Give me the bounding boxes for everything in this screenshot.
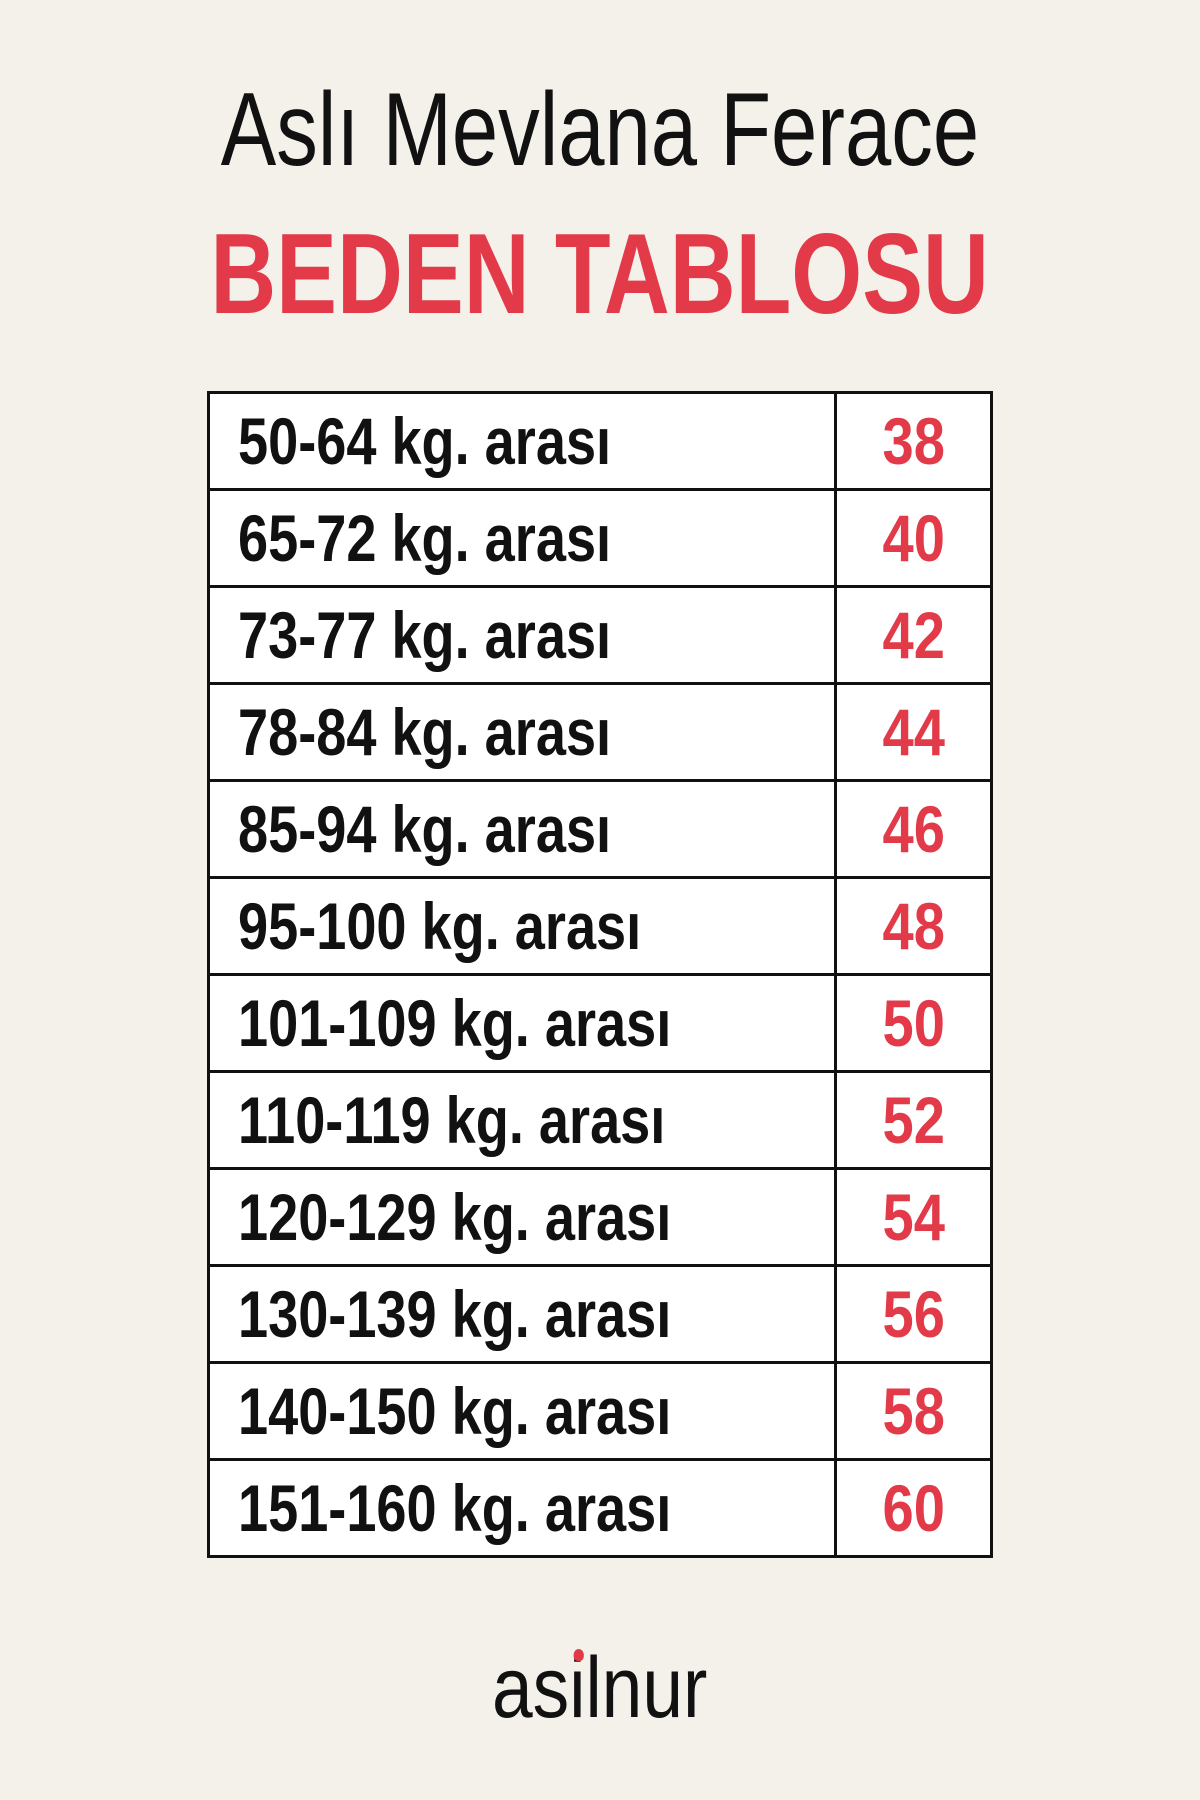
weight-range: 140-150 kg. arası bbox=[238, 1374, 672, 1448]
table-row: 151-160 kg. arası 60 bbox=[207, 1458, 993, 1558]
weight-range-cell: 65-72 kg. arası bbox=[207, 488, 837, 588]
weight-range-cell: 151-160 kg. arası bbox=[207, 1458, 837, 1558]
weight-range-cell: 73-77 kg. arası bbox=[207, 585, 837, 685]
weight-range-cell: 85-94 kg. arası bbox=[207, 779, 837, 879]
weight-range-cell: 110-119 kg. arası bbox=[207, 1070, 837, 1170]
weight-range-cell: 140-150 kg. arası bbox=[207, 1361, 837, 1461]
size-cell: 56 bbox=[834, 1264, 993, 1364]
weight-range: 73-77 kg. arası bbox=[238, 598, 612, 672]
table-row: 101-109 kg. arası 50 bbox=[207, 973, 993, 1073]
page-subtitle: BEDEN TABLOSU bbox=[210, 211, 990, 338]
weight-range-cell: 120-129 kg. arası bbox=[207, 1167, 837, 1267]
size-value: 56 bbox=[882, 1277, 945, 1351]
size-value: 52 bbox=[882, 1083, 945, 1157]
page-title: Aslı Mevlana Ferace bbox=[220, 72, 980, 188]
table-row: 85-94 kg. arası 46 bbox=[207, 779, 993, 879]
table-row: 73-77 kg. arası 42 bbox=[207, 585, 993, 685]
size-value: 40 bbox=[882, 501, 945, 575]
weight-range: 130-139 kg. arası bbox=[238, 1277, 672, 1351]
size-cell: 50 bbox=[834, 973, 993, 1073]
size-value: 46 bbox=[882, 792, 945, 866]
size-cell: 44 bbox=[834, 682, 993, 782]
weight-range: 120-129 kg. arası bbox=[238, 1180, 672, 1254]
weight-range-cell: 130-139 kg. arası bbox=[207, 1264, 837, 1364]
size-cell: 58 bbox=[834, 1361, 993, 1461]
table-row: 130-139 kg. arası 56 bbox=[207, 1264, 993, 1364]
table-row: 110-119 kg. arası 52 bbox=[207, 1070, 993, 1170]
size-value: 58 bbox=[882, 1374, 945, 1448]
size-value: 50 bbox=[882, 986, 945, 1060]
size-cell: 54 bbox=[834, 1167, 993, 1267]
weight-range-cell: 78-84 kg. arası bbox=[207, 682, 837, 782]
size-cell: 46 bbox=[834, 779, 993, 879]
weight-range: 101-109 kg. arası bbox=[238, 986, 672, 1060]
size-value: 42 bbox=[882, 598, 945, 672]
weight-range-cell: 50-64 kg. arası bbox=[207, 391, 837, 491]
table-row: 65-72 kg. arası 40 bbox=[207, 488, 993, 588]
table-row: 140-150 kg. arası 58 bbox=[207, 1361, 993, 1461]
weight-range-cell: 95-100 kg. arası bbox=[207, 876, 837, 976]
size-cell: 42 bbox=[834, 585, 993, 685]
weight-range: 95-100 kg. arası bbox=[238, 889, 642, 963]
weight-range: 78-84 kg. arası bbox=[238, 695, 612, 769]
brand-logo: asilnur bbox=[492, 1640, 708, 1736]
table-row: 120-129 kg. arası 54 bbox=[207, 1167, 993, 1267]
size-cell: 40 bbox=[834, 488, 993, 588]
weight-range: 110-119 kg. arası bbox=[238, 1083, 666, 1157]
weight-range: 50-64 kg. arası bbox=[238, 404, 612, 478]
table-row: 78-84 kg. arası 44 bbox=[207, 682, 993, 782]
table-row: 50-64 kg. arası 38 bbox=[207, 391, 993, 491]
weight-range-cell: 101-109 kg. arası bbox=[207, 973, 837, 1073]
size-value: 54 bbox=[882, 1180, 945, 1254]
size-value: 60 bbox=[882, 1471, 945, 1545]
size-table: 50-64 kg. arası 38 65-72 kg. arası 40 73-77 … bbox=[207, 391, 993, 1558]
size-value: 48 bbox=[882, 889, 945, 963]
size-cell: 38 bbox=[834, 391, 993, 491]
weight-range: 151-160 kg. arası bbox=[238, 1471, 672, 1545]
size-value: 38 bbox=[882, 404, 945, 478]
weight-range: 65-72 kg. arası bbox=[238, 501, 612, 575]
weight-range: 85-94 kg. arası bbox=[238, 792, 612, 866]
size-cell: 60 bbox=[834, 1458, 993, 1558]
table-row: 95-100 kg. arası 48 bbox=[207, 876, 993, 976]
size-value: 44 bbox=[882, 695, 945, 769]
logo-tulip-dot-icon bbox=[573, 1649, 585, 1661]
size-cell: 48 bbox=[834, 876, 993, 976]
size-cell: 52 bbox=[834, 1070, 993, 1170]
